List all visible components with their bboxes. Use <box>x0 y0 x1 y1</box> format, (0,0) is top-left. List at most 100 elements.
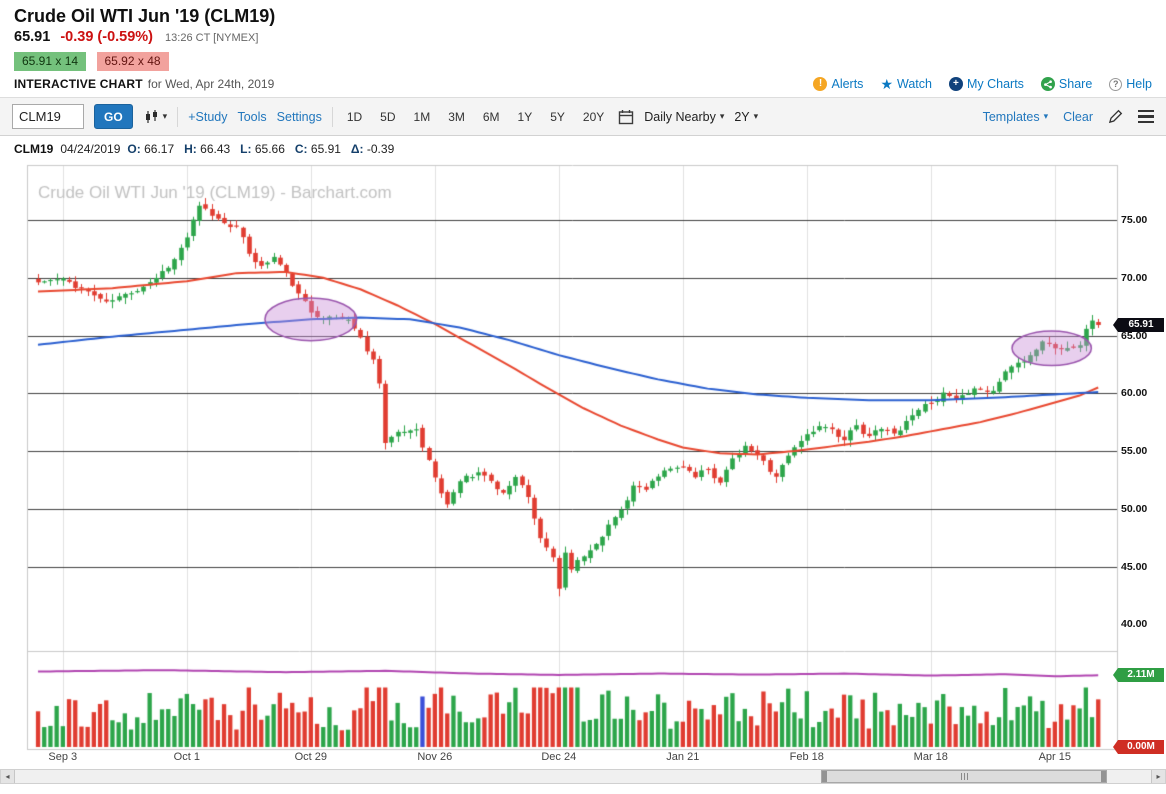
last-price-badge: 65.91 <box>1113 317 1164 332</box>
high-value: 66.43 <box>200 142 231 156</box>
share-link-label: Share <box>1058 77 1093 91</box>
time-axis-label: Nov 26 <box>417 751 453 763</box>
price-axis-label: 50.00 <box>1121 502 1148 515</box>
symbol-input[interactable] <box>12 104 84 129</box>
share-link[interactable]: Share <box>1040 76 1093 92</box>
close-value: 65.91 <box>310 142 341 156</box>
time-axis-label: Dec 24 <box>541 751 577 763</box>
open-label: O: <box>127 142 141 156</box>
range-button-3m[interactable]: 3M <box>444 106 469 128</box>
quote-header: Crude Oil WTI Jun '19 (CLM19) 65.91 -0.3… <box>0 0 1166 97</box>
scrollbar-right-arrow-icon[interactable]: ▸ <box>1151 770 1165 783</box>
time-axis-label: Sep 3 <box>48 751 78 763</box>
ohlc-date: 04/24/2019 <box>60 142 121 156</box>
my-charts-link-label: My Charts <box>966 77 1024 91</box>
time-axis-label: Feb 18 <box>789 751 824 763</box>
scrollbar-grip-icon <box>960 773 968 780</box>
volume-zero-badge: 0.00M <box>1113 740 1164 754</box>
price-axis-label: 65.00 <box>1121 329 1148 342</box>
price-axis-label: 70.00 <box>1121 271 1148 284</box>
range-button-1d[interactable]: 1D <box>343 106 366 128</box>
interactive-chart-label: INTERACTIVE CHART <box>14 77 143 91</box>
low-value: 65.66 <box>254 142 285 156</box>
scrollbar-left-arrow-icon[interactable]: ◂ <box>1 770 15 783</box>
scrollbar-right-handle[interactable] <box>1101 771 1106 782</box>
chevron-down-icon: ▾ <box>1043 111 1049 121</box>
star-icon: ★ <box>880 76 893 92</box>
plus-circle-icon: + <box>948 77 963 91</box>
header-links: ! Alerts ★ Watch + My Charts Share ? Hel… <box>813 76 1152 92</box>
my-charts-link[interactable]: + My Charts <box>948 76 1024 92</box>
watch-link-label: Watch <box>897 77 932 91</box>
scrollbar-left-handle[interactable] <box>822 771 827 782</box>
help-link[interactable]: ? Help <box>1109 76 1152 92</box>
price-axis-label: 55.00 <box>1121 445 1148 457</box>
time-axis-label: Oct 29 <box>294 751 327 763</box>
help-link-label: Help <box>1126 77 1152 91</box>
frequency-dropdown[interactable]: Daily Nearby ▾ <box>644 110 724 124</box>
bid-badge: 65.91 x 14 <box>14 52 87 71</box>
clear-button[interactable]: Clear <box>1063 109 1093 124</box>
chevron-down-icon: ▾ <box>162 111 168 121</box>
interactive-chart-row: INTERACTIVE CHART for Wed, Apr 24th, 201… <box>14 76 1152 92</box>
span-value: 2Y <box>734 109 750 124</box>
open-value: 66.17 <box>144 142 175 156</box>
open-interest-badge: 2.11M <box>1113 668 1164 683</box>
price-axis-label: 60.00 <box>1121 387 1148 400</box>
time-axis-label: Jan 21 <box>666 751 700 763</box>
time-axis-label: Mar 18 <box>913 751 948 763</box>
frequency-value: Daily Nearby <box>644 109 716 124</box>
go-button[interactable]: GO <box>94 104 133 129</box>
price-axis-label: 45.00 <box>1121 560 1148 573</box>
calendar-icon[interactable] <box>618 109 634 125</box>
range-button-20y[interactable]: 20Y <box>579 106 608 128</box>
range-button-5d[interactable]: 5D <box>376 106 399 128</box>
quote-row: 65.91 -0.39 (-0.59%) 13:26 CT [NYMEX] <box>14 29 1152 47</box>
bid-ask-row: 65.91 x 14 65.92 x 48 <box>14 52 1152 71</box>
alerts-link-label: Alerts <box>831 77 864 91</box>
range-button-6m[interactable]: 6M <box>479 106 504 128</box>
alert-icon: ! <box>813 77 828 91</box>
page-title: Crude Oil WTI Jun '19 (CLM19) <box>14 6 276 26</box>
chart-toolbar: GO ▾ +Study Tools Settings 1D 5D 1M 3M 6… <box>0 97 1166 136</box>
toolbar-divider <box>177 106 179 127</box>
span-dropdown[interactable]: 2Y ▾ <box>734 110 758 124</box>
add-study-button[interactable]: +Study <box>188 109 228 124</box>
alerts-link[interactable]: ! Alerts <box>813 76 863 92</box>
ohlc-symbol: CLM19 <box>14 142 54 156</box>
price-chart-canvas[interactable] <box>0 162 1166 794</box>
chevron-down-icon: ▾ <box>753 111 759 121</box>
price-change-text: -0.39 (-0.59%) <box>60 29 154 45</box>
toolbar-right-group: Templates ▾ Clear <box>983 109 1154 124</box>
candlestick-icon <box>143 109 160 125</box>
high-label: H: <box>184 142 197 156</box>
time-axis-label: Apr 15 <box>1038 751 1072 763</box>
templates-dropdown[interactable]: Templates ▾ <box>983 110 1049 124</box>
tools-button[interactable]: Tools <box>237 109 267 124</box>
menu-icon[interactable] <box>1138 109 1154 124</box>
price-axis-label: 75.00 <box>1121 214 1148 226</box>
last-price-text: 65.91 <box>14 29 51 45</box>
share-icon <box>1040 77 1055 91</box>
price-axis-label: 40.00 <box>1121 618 1148 631</box>
ask-badge: 65.92 x 48 <box>96 52 169 71</box>
draw-pencil-icon[interactable] <box>1108 109 1123 124</box>
quote-timestamp: 13:26 CT [NYMEX] <box>165 32 259 44</box>
scrollbar-thumb[interactable] <box>821 770 1107 783</box>
time-axis-label: Oct 1 <box>173 751 200 763</box>
ohlc-info-bar: CLM19 04/24/2019 O: 66.17 H: 66.43 L: 65… <box>0 136 1166 162</box>
toolbar-divider <box>331 106 333 127</box>
range-button-1m[interactable]: 1M <box>410 106 435 128</box>
low-label: L: <box>240 142 252 156</box>
range-button-5y[interactable]: 5Y <box>546 106 569 128</box>
templates-label: Templates <box>982 109 1040 124</box>
chart-date-label: for Wed, Apr 24th, 2019 <box>147 77 275 91</box>
range-button-1y[interactable]: 1Y <box>514 106 537 128</box>
settings-button[interactable]: Settings <box>276 109 322 124</box>
chart-scrollbar[interactable]: ◂ ▸ <box>0 769 1166 784</box>
chart-type-selector[interactable]: ▾ <box>143 109 168 125</box>
chevron-down-icon: ▾ <box>719 111 725 121</box>
watch-link[interactable]: ★ Watch <box>880 76 932 92</box>
chart-area: 75.00 70.00 65.00 60.00 55.00 50.00 45.00 40.00… <box>0 162 1166 794</box>
close-label: C: <box>294 142 308 156</box>
